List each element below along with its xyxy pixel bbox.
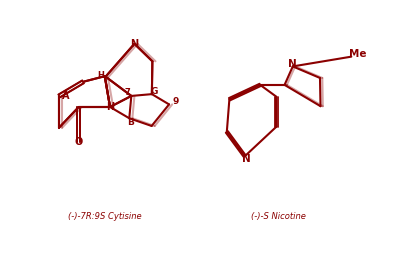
Text: (-)-S Nicotine: (-)-S Nicotine — [251, 212, 306, 221]
Text: N: N — [288, 59, 297, 69]
Text: G: G — [150, 87, 158, 96]
Text: B: B — [127, 118, 134, 127]
Text: 7: 7 — [125, 88, 130, 97]
Text: N: N — [130, 39, 138, 49]
Text: Me: Me — [349, 49, 366, 59]
Text: A: A — [62, 91, 69, 101]
Text: N: N — [106, 102, 114, 112]
Text: (-)-7R:9S Cytisine: (-)-7R:9S Cytisine — [68, 212, 142, 221]
Text: N: N — [242, 154, 251, 164]
Text: O: O — [74, 137, 83, 147]
Text: H: H — [97, 71, 104, 81]
Text: 9: 9 — [172, 97, 178, 106]
